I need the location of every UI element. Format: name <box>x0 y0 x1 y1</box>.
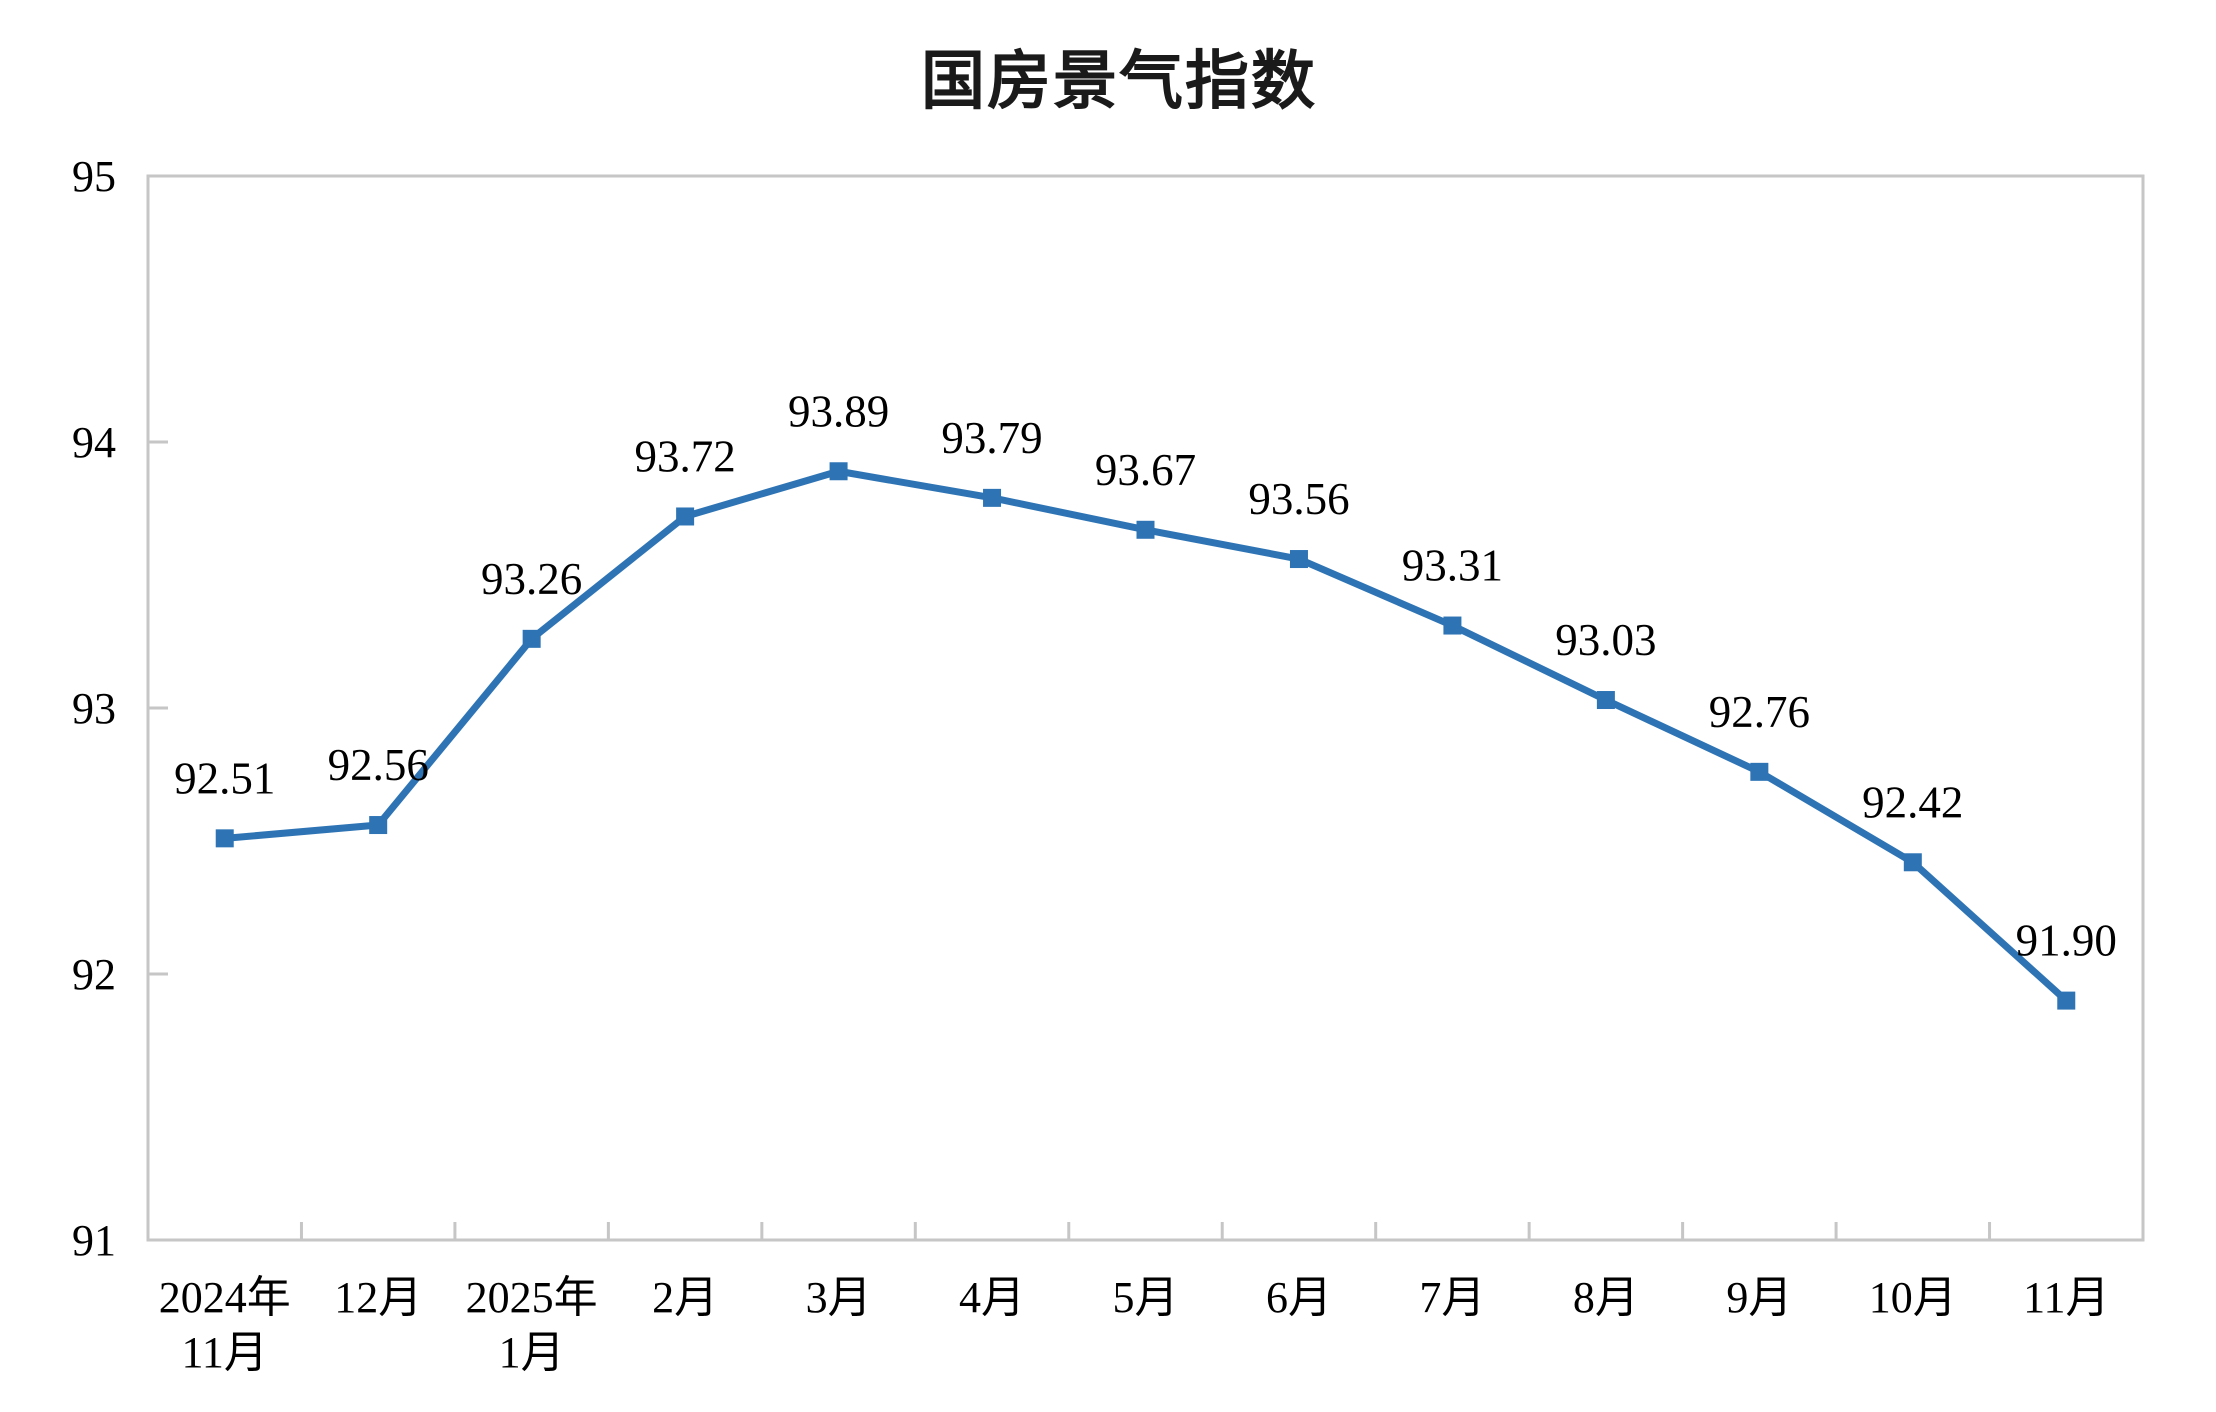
data-point-marker <box>1136 520 1155 539</box>
plot-border <box>146 174 2145 1242</box>
x-tick-label: 4月 <box>959 1273 1025 1322</box>
data-point-marker <box>1443 616 1462 635</box>
x-tick-label: 7月 <box>1419 1273 1485 1322</box>
x-tick-label: 10月 <box>1869 1273 1957 1322</box>
data-label: 93.31 <box>1402 541 1503 591</box>
data-point-marker <box>1596 691 1615 710</box>
data-label: 92.42 <box>1862 777 1963 827</box>
x-tick-label: 2025年 1月 <box>466 1273 598 1377</box>
x-tick-label: 3月 <box>806 1273 872 1322</box>
data-label: 92.56 <box>328 740 429 790</box>
data-point-marker <box>829 462 848 481</box>
data-point-marker <box>369 816 388 835</box>
x-tick-label: 11月 <box>2023 1273 2109 1322</box>
data-label: 93.79 <box>941 413 1042 463</box>
data-label: 93.72 <box>634 431 735 481</box>
data-label: 92.51 <box>174 753 275 803</box>
y-tick-label: 93 <box>72 684 116 733</box>
y-tick-label: 91 <box>72 1216 116 1265</box>
data-point-marker <box>983 488 1002 507</box>
y-tick-label: 92 <box>72 950 116 999</box>
data-label: 93.26 <box>481 554 582 604</box>
x-tick-label: 6月 <box>1266 1273 1332 1322</box>
data-label: 92.76 <box>1709 687 1810 737</box>
x-tick-label: 9月 <box>1726 1273 1792 1322</box>
data-point-marker <box>1750 762 1769 781</box>
y-tick-label: 95 <box>72 152 116 201</box>
data-label: 93.67 <box>1095 445 1196 495</box>
data-label: 91.90 <box>2016 916 2117 966</box>
data-point-marker <box>1289 550 1308 569</box>
x-tick-label: 8月 <box>1573 1273 1639 1322</box>
x-tick-label: 2024年 11月 <box>159 1273 291 1377</box>
x-tick-label: 5月 <box>1113 1273 1179 1322</box>
chart-title: 国房景气指数 <box>921 46 1317 117</box>
data-point-marker <box>215 829 234 848</box>
y-tick-label: 94 <box>72 418 116 467</box>
data-point-marker <box>676 507 695 526</box>
data-point-marker <box>2057 991 2076 1010</box>
x-tick-label: 12月 <box>334 1273 422 1322</box>
data-point-marker <box>1903 853 1922 872</box>
x-tick-label: 2月 <box>652 1273 718 1322</box>
data-point-marker <box>522 629 541 648</box>
data-label: 93.56 <box>1248 474 1349 524</box>
data-label: 93.03 <box>1555 615 1656 665</box>
data-label: 93.89 <box>788 386 889 436</box>
